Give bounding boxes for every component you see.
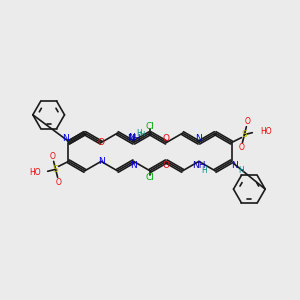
Text: N: N bbox=[98, 157, 104, 166]
Text: H: H bbox=[136, 129, 142, 138]
Text: N: N bbox=[130, 161, 137, 170]
Text: HO: HO bbox=[260, 127, 272, 136]
Text: N: N bbox=[231, 161, 238, 170]
Text: O: O bbox=[238, 143, 244, 152]
Text: O: O bbox=[244, 117, 250, 126]
Text: O: O bbox=[163, 161, 170, 170]
Text: H: H bbox=[139, 131, 144, 137]
Text: H: H bbox=[201, 166, 207, 175]
Text: HO: HO bbox=[29, 168, 41, 177]
Text: N: N bbox=[196, 134, 202, 143]
Text: O: O bbox=[98, 138, 105, 147]
Text: N: N bbox=[62, 134, 69, 143]
Text: O: O bbox=[56, 178, 62, 187]
Text: H: H bbox=[238, 166, 244, 175]
Text: Cl: Cl bbox=[146, 122, 154, 131]
Text: O: O bbox=[163, 134, 170, 143]
Text: NH: NH bbox=[127, 134, 140, 143]
Text: S: S bbox=[53, 165, 58, 174]
Text: N: N bbox=[128, 133, 135, 142]
Text: O: O bbox=[50, 152, 56, 161]
Text: NH: NH bbox=[192, 161, 206, 170]
Text: S: S bbox=[242, 130, 247, 139]
Text: Cl: Cl bbox=[146, 173, 154, 182]
